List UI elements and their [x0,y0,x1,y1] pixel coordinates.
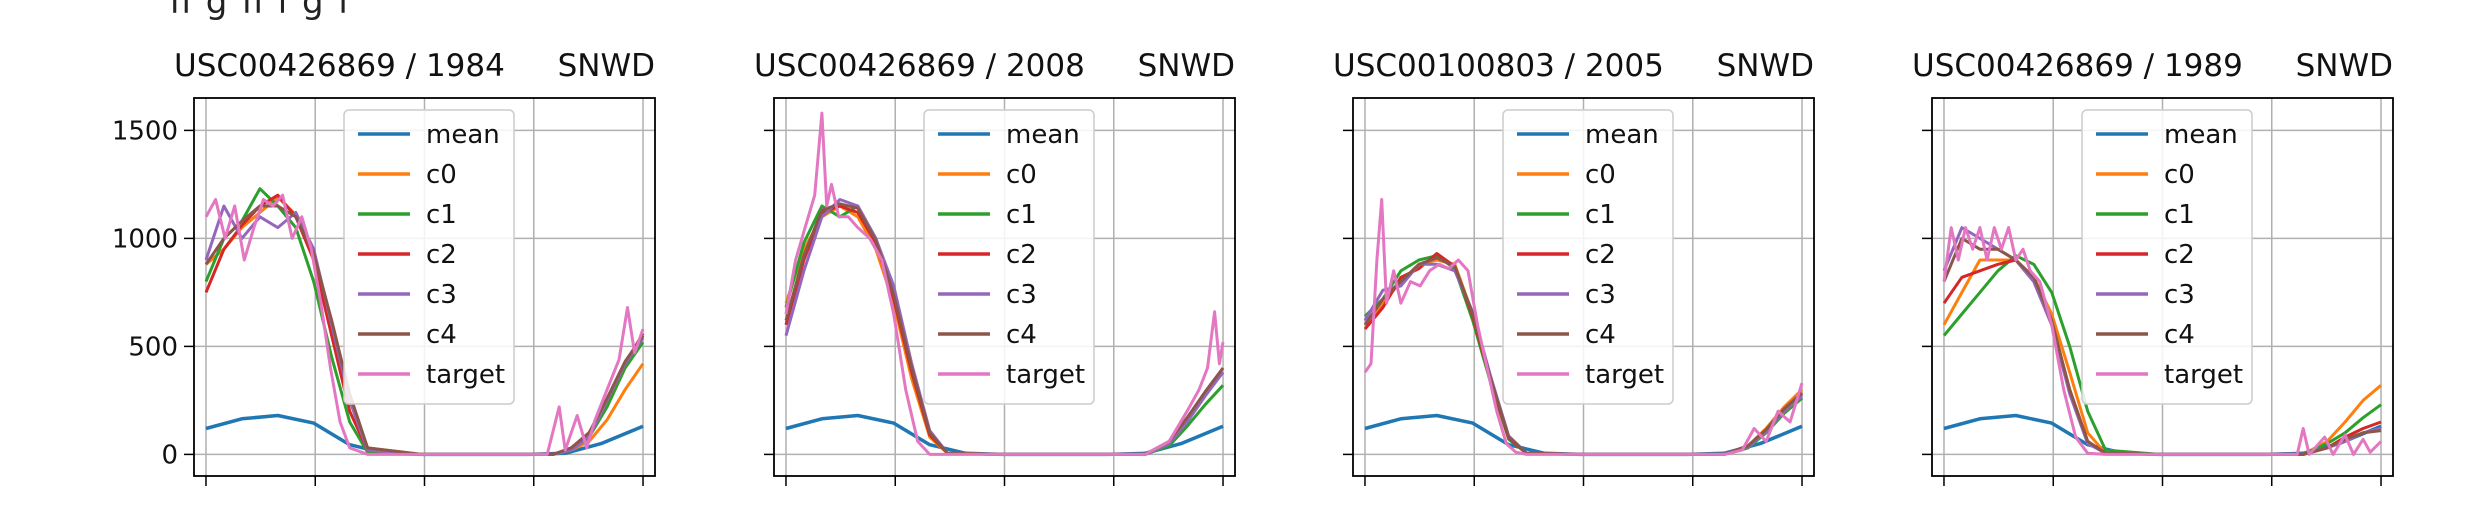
series-line-target [784,111,1225,456]
chart-title: USC00426869 / 2008 [754,48,1085,84]
legend-box [1502,109,1674,405]
legend-label-target: target [1585,360,1664,390]
legend-label-c0: c0 [1585,160,1616,190]
legend-label-c1: c1 [2164,200,2195,230]
legend-box [923,109,1095,405]
legend-label-c4: c4 [426,320,457,350]
legend-label-c3: c3 [426,280,457,310]
legend-label-c2: c2 [1006,240,1037,270]
plot-frame [773,97,1236,477]
clipped-caption-text: ll g ll l g l [170,0,350,22]
legend-label-mean: mean [1585,120,1659,150]
series-line-target [204,193,645,456]
chart-title: USC00426869 / 1989 [1912,48,2243,84]
y-tick-label: 500 [128,332,178,362]
series-line-c1 [1942,254,2382,456]
plot-frame [1352,97,1815,477]
series-line-c0 [1942,258,2382,456]
legend-label-c0: c0 [2164,160,2195,190]
legend-label-c2: c2 [2164,240,2195,270]
legend-label-target: target [1006,360,1085,390]
series-line-c4 [1363,256,1804,456]
chart-variable-label: SNWD [557,48,655,84]
series-line-target [1363,198,1804,456]
y-tick-label: 0 [161,440,178,470]
legend-label-c0: c0 [1006,160,1037,190]
legend-label-c1: c1 [1585,200,1616,230]
chart-variable-label: SNWD [1137,48,1235,84]
plot-frame [193,97,656,477]
legend-label-c2: c2 [1585,240,1616,270]
legend-label-c1: c1 [1006,200,1037,230]
legend-label-c2: c2 [426,240,457,270]
chart-variable-label: SNWD [1716,48,1814,84]
legend-label-c4: c4 [2164,320,2195,350]
y-tick-label: 1500 [112,116,178,146]
series-line-target [1942,226,2383,456]
series-line-c4 [1942,236,2382,456]
legend-label-mean: mean [1006,120,1080,150]
legend-label-target: target [426,360,505,390]
legend-label-c3: c3 [1585,280,1616,310]
plot-frame [1931,97,2394,477]
legend-box [2081,109,2253,405]
legend-label-c1: c1 [426,200,457,230]
legend-label-c0: c0 [426,160,457,190]
legend-label-c4: c4 [1006,320,1037,350]
legend-label-c4: c4 [1585,320,1616,350]
legend-label-mean: mean [2164,120,2238,150]
chart-title: USC00426869 / 1984 [174,48,505,84]
clipped-caption: ll g ll l g l [0,0,2480,30]
legend-label-c3: c3 [1006,280,1037,310]
chart-variable-label: SNWD [2295,48,2393,84]
legend-label-c3: c3 [2164,280,2195,310]
legend-box [343,109,515,405]
legend-label-target: target [2164,360,2243,390]
y-tick-label: 1000 [112,224,178,254]
chart-title: USC00100803 / 2005 [1333,48,1664,84]
legend-label-mean: mean [426,120,500,150]
